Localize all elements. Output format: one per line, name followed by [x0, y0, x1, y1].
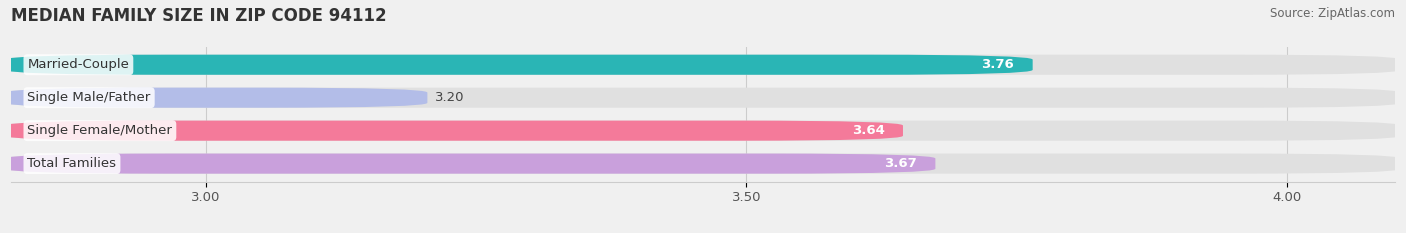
FancyBboxPatch shape: [6, 55, 1032, 75]
Text: Source: ZipAtlas.com: Source: ZipAtlas.com: [1270, 7, 1395, 20]
Text: Total Families: Total Families: [28, 157, 117, 170]
Text: Single Male/Father: Single Male/Father: [28, 91, 150, 104]
Text: 3.20: 3.20: [434, 91, 464, 104]
Text: 3.67: 3.67: [884, 157, 917, 170]
FancyBboxPatch shape: [6, 154, 1400, 174]
Text: Single Female/Mother: Single Female/Mother: [28, 124, 173, 137]
FancyBboxPatch shape: [6, 121, 903, 141]
FancyBboxPatch shape: [6, 55, 1400, 75]
Text: 3.76: 3.76: [981, 58, 1014, 71]
Text: 3.64: 3.64: [852, 124, 884, 137]
FancyBboxPatch shape: [6, 88, 1400, 108]
FancyBboxPatch shape: [6, 154, 935, 174]
Text: Married-Couple: Married-Couple: [28, 58, 129, 71]
FancyBboxPatch shape: [6, 121, 1400, 141]
Text: MEDIAN FAMILY SIZE IN ZIP CODE 94112: MEDIAN FAMILY SIZE IN ZIP CODE 94112: [11, 7, 387, 25]
FancyBboxPatch shape: [6, 88, 427, 108]
